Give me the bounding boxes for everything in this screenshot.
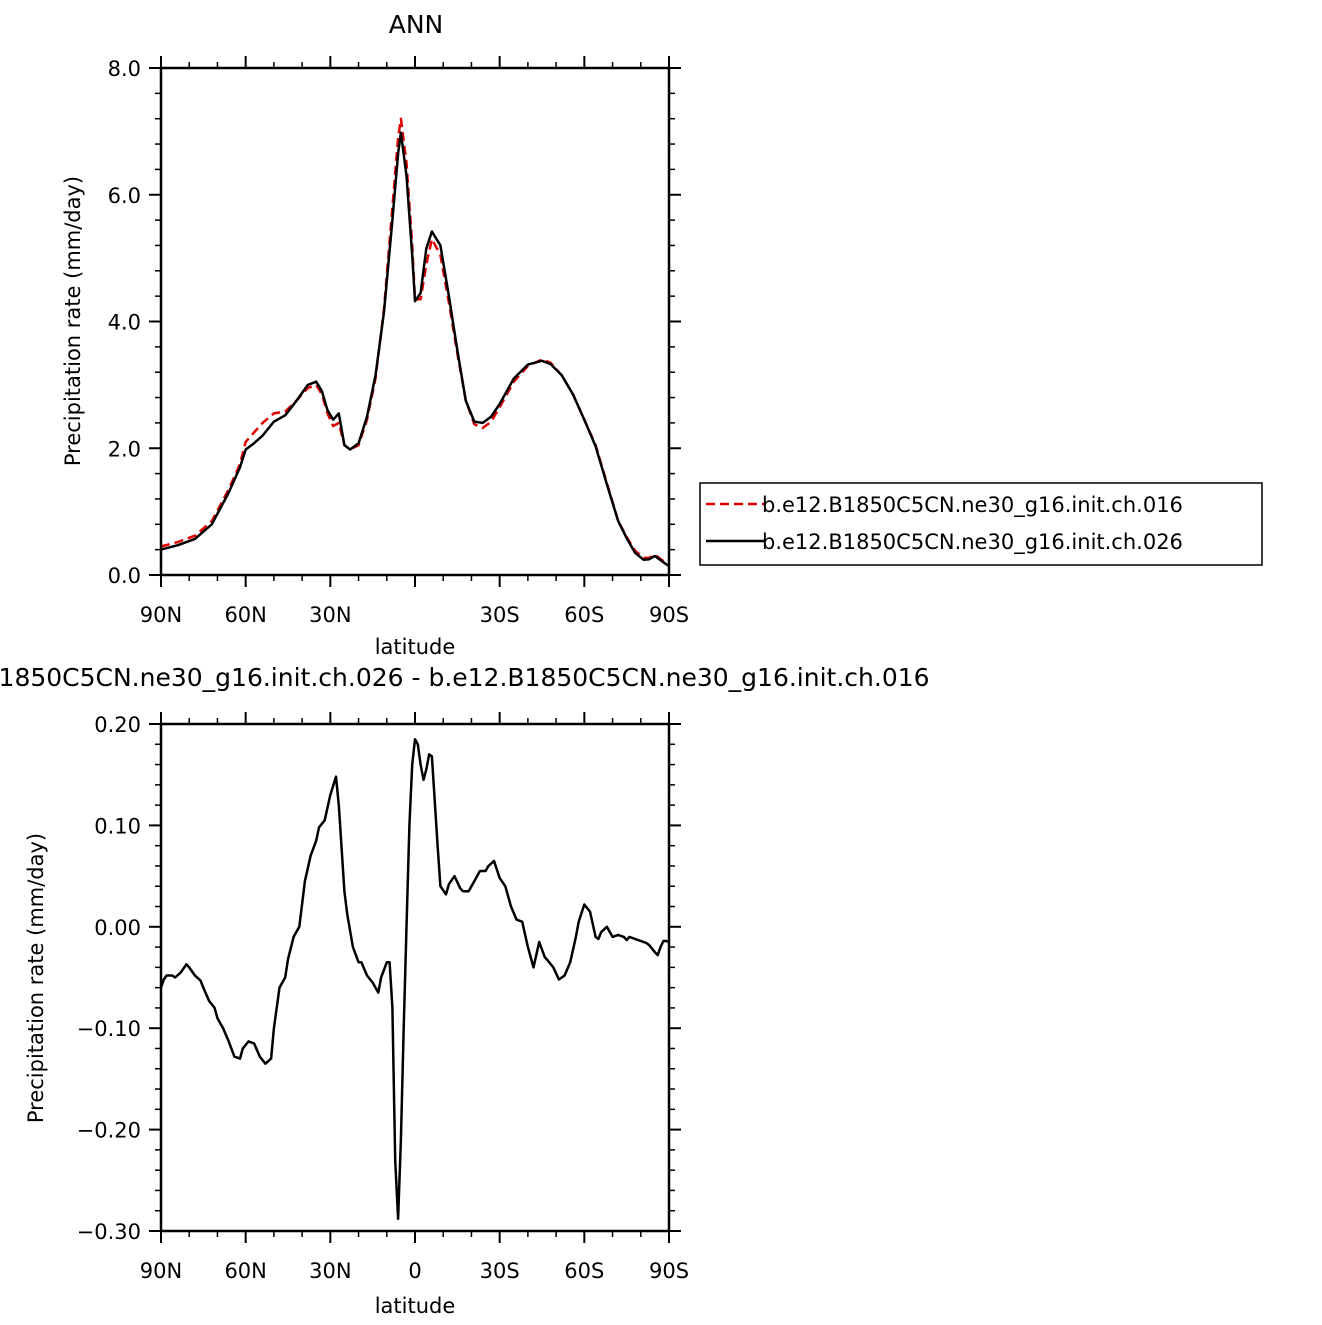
x-tick-label: 60S: [564, 603, 604, 627]
x-tick-label: 60N: [224, 1259, 266, 1283]
top-plot-frame: [159, 66, 671, 577]
bottom-y-axis-label: Precipitation rate (mm/day): [24, 833, 48, 1123]
x-tick-label: 30N: [309, 603, 351, 627]
y-tick-label: −0.10: [77, 1017, 141, 1041]
legend-entry-series-1: b.e12.B1850C5CN.ne30_g16.init.ch.016: [762, 493, 1183, 518]
top-panel-series-lines: [160, 117, 670, 568]
bottom-panel-title: b.e12.B1850C5CN.ne30_g16.init.ch.026 - b…: [0, 663, 930, 692]
top-panel: ANN 0.0 2.0 4.0 6.0 8.0 90N 60N 30N 30S 60S 90S la…: [61, 10, 689, 659]
x-tick-label: 30S: [480, 1259, 520, 1283]
series-line-1: [160, 117, 670, 567]
x-tick-label: 60S: [564, 1259, 604, 1283]
x-tick-label: 90N: [140, 1259, 182, 1283]
bottom-panel-series-lines: [159, 737, 670, 1221]
legend-box: [699, 482, 1263, 566]
x-tick-label: 90N: [140, 603, 182, 627]
y-tick-label: 8.0: [108, 57, 141, 81]
legend-entry-series-2: b.e12.B1850C5CN.ne30_g16.init.ch.026: [762, 530, 1183, 555]
y-tick-label: −0.20: [77, 1119, 141, 1143]
bottom-plot-frame: [159, 722, 671, 1233]
bottom-panel-ticks: −0.30 −0.20 −0.10 0.00 0.10 0.20 90N 60N 30N 0 30S…: [77, 712, 689, 1283]
y-tick-label: 0.0: [108, 564, 141, 588]
top-x-axis-label: latitude: [375, 635, 456, 659]
x-tick-label: 30S: [480, 603, 520, 627]
y-tick-label: 0.00: [94, 916, 141, 940]
series-line-1: [159, 737, 670, 1221]
bottom-x-axis-label: latitude: [375, 1294, 456, 1318]
x-tick-label: 90S: [649, 603, 689, 627]
y-tick-label: 6.0: [108, 184, 141, 208]
bottom-panel: b.e12.B1850C5CN.ne30_g16.init.ch.026 - b…: [0, 663, 930, 1318]
y-tick-label: 0.10: [94, 814, 141, 838]
y-tick-label: 0.20: [94, 713, 141, 737]
x-tick-label: 0: [408, 1259, 421, 1283]
y-tick-label: 4.0: [108, 311, 141, 335]
x-tick-label: 60N: [224, 603, 266, 627]
top-panel-title: ANN: [389, 10, 444, 39]
x-tick-label: 30N: [309, 1259, 351, 1283]
y-tick-label: −0.30: [77, 1220, 141, 1244]
legend: b.e12.B1850C5CN.ne30_g16.init.ch.016 b.e…: [699, 482, 1263, 566]
top-y-axis-label: Precipitation rate (mm/day): [61, 176, 85, 466]
series-line-2: [160, 131, 670, 568]
x-tick-label: 90S: [649, 1259, 689, 1283]
y-tick-label: 2.0: [108, 437, 141, 461]
